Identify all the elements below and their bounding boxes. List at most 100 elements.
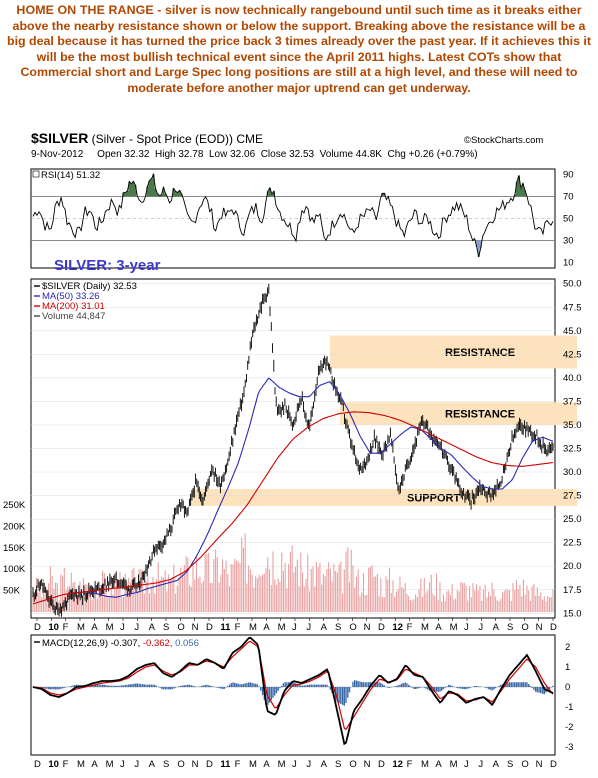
low-value: 32.06 xyxy=(230,149,256,160)
price-tick-label: 42.5 xyxy=(563,349,582,360)
price-x-tick-label: S xyxy=(335,622,341,633)
macd-x-tick-label: J xyxy=(292,759,297,770)
price-x-tick-label: A xyxy=(493,622,500,633)
open-label: Open xyxy=(97,149,122,160)
macd-x-tick-label: M xyxy=(450,759,458,770)
price-x-tick-label: J xyxy=(306,622,311,633)
rsi-legend: RSI(14) 51.32 xyxy=(41,170,100,181)
band-resistance-1 xyxy=(340,402,577,425)
macd-legend-signal: -0.362, xyxy=(140,638,172,649)
rsi-legend-swatch xyxy=(32,170,40,178)
volume-label: Volume xyxy=(319,149,354,160)
headline: HOME ON THE RANGE - silver is now techni… xyxy=(6,3,592,96)
price-x-tick-label: D xyxy=(206,622,213,633)
high-label: High xyxy=(155,149,176,160)
macd-signal-line xyxy=(32,640,554,731)
macd-x-tick-label: M xyxy=(421,759,429,770)
band-support-2 xyxy=(191,488,577,506)
band-resistance-0 xyxy=(330,335,577,369)
macd-legend-label: MACD(12,26,9) xyxy=(42,638,108,649)
macd-x-tick-label: M xyxy=(106,759,114,770)
price-tick-label: 25.0 xyxy=(563,514,582,525)
price-x-tick-label: M xyxy=(249,622,257,633)
macd-x-tick-label: A xyxy=(321,759,328,770)
macd-x-tick-label: J xyxy=(478,759,483,770)
price-x-tick-label: D xyxy=(34,622,41,633)
macd-x-tick-label: O xyxy=(521,759,528,770)
macd-x-tick-label: A xyxy=(435,759,442,770)
price-tick-label: 45.0 xyxy=(563,326,582,337)
price-x-tick-label: M xyxy=(421,622,429,633)
price-x-tick-label: A xyxy=(435,622,442,633)
macd-legend-macd: -0.307, xyxy=(108,638,140,649)
macd-x-tick-label: N xyxy=(364,759,371,770)
price-x-tick-label: O xyxy=(177,622,184,633)
open-value: 32.32 xyxy=(124,149,150,160)
macd-tick-label: -1 xyxy=(565,702,573,713)
rsi-tick-label: 90 xyxy=(563,170,574,181)
macd-x-tick-label: J xyxy=(134,759,139,770)
quote-line: 9-Nov-2012 Open 32.32 High 32.78 Low 32.… xyxy=(31,149,478,160)
price-tick-label: 20.0 xyxy=(563,561,582,572)
price-x-tick-label: J xyxy=(478,622,483,633)
headline-text: silver is now technically rangebound unt… xyxy=(7,3,591,95)
macd-x-tick-label: M xyxy=(77,759,85,770)
price-x-tick-label: M xyxy=(106,622,114,633)
price-x-tick-label: F xyxy=(235,622,241,633)
macd-x-tick-label: J xyxy=(120,759,125,770)
macd-x-tick-label: S xyxy=(335,759,341,770)
legend-ma50: MA(50) 33.26 xyxy=(42,291,100,302)
price-x-tick-label: A xyxy=(149,622,156,633)
macd-x-tick-label: M xyxy=(278,759,286,770)
close-label: Close xyxy=(260,149,287,160)
macd-x-tick-label: A xyxy=(149,759,156,770)
price-tick-label: 37.5 xyxy=(563,396,582,407)
price-x-tick-label: 10 xyxy=(48,622,59,633)
rsi-line xyxy=(32,172,554,258)
price-x-tick-label: J xyxy=(120,622,125,633)
price-x-tick-label: O xyxy=(349,622,356,633)
price-x-tick-label: F xyxy=(63,622,69,633)
macd-line xyxy=(32,636,554,746)
price-x-tick-label: S xyxy=(163,622,169,633)
macd-x-tick-label: D xyxy=(378,759,385,770)
stockcharts-credit: ©StockCharts.com xyxy=(464,135,544,146)
rsi-tick-label: 10 xyxy=(563,258,574,269)
macd-x-tick-label: N xyxy=(536,759,543,770)
band-label-resistance: RESISTANCE xyxy=(445,347,515,359)
legend-volume: Volume 44,847 xyxy=(42,311,105,322)
volume-tick-label: 200K xyxy=(3,521,26,532)
macd-x-tick-label: F xyxy=(235,759,241,770)
price-x-tick-label: N xyxy=(192,622,199,633)
price-x-tick-label: F xyxy=(407,622,413,633)
low-label: Low xyxy=(208,149,228,160)
macd-x-tick-label: A xyxy=(263,759,270,770)
legend-ma200: MA(200) 31.01 xyxy=(42,301,105,312)
macd-x-tick-label: S xyxy=(507,759,513,770)
price-x-tick-label: A xyxy=(263,622,270,633)
price-tick-label: 17.5 xyxy=(563,585,582,596)
macd-tick-label: 0 xyxy=(565,682,570,693)
volume-tick-label: 250K xyxy=(3,500,26,511)
macd-x-tick-label: N xyxy=(192,759,199,770)
macd-x-tick-label: D xyxy=(206,759,213,770)
macd-tick-label: 1 xyxy=(565,662,570,673)
macd-x-tick-label: F xyxy=(407,759,413,770)
exchange: CME xyxy=(236,132,264,146)
headline-lead: HOME ON THE RANGE - xyxy=(16,3,162,17)
price-x-tick-label: S xyxy=(507,622,513,633)
symbol-desc: (Silver - Spot Price (EOD)) xyxy=(91,132,234,146)
price-x-tick-label: A xyxy=(321,622,328,633)
volume-tick-label: 50K xyxy=(3,586,21,597)
high-value: 32.78 xyxy=(178,149,204,160)
macd-x-tick-label: J xyxy=(464,759,469,770)
close-value: 32.53 xyxy=(289,149,315,160)
quote-date: 9-Nov-2012 xyxy=(31,149,84,160)
price-x-tick-label: 11 xyxy=(220,622,231,633)
macd-x-tick-label: A xyxy=(91,759,98,770)
band-label-support: SUPPORT xyxy=(407,492,460,504)
macd-x-tick-label: D xyxy=(34,759,41,770)
price-tick-label: 22.5 xyxy=(563,538,582,549)
price-x-tick-label: M xyxy=(450,622,458,633)
